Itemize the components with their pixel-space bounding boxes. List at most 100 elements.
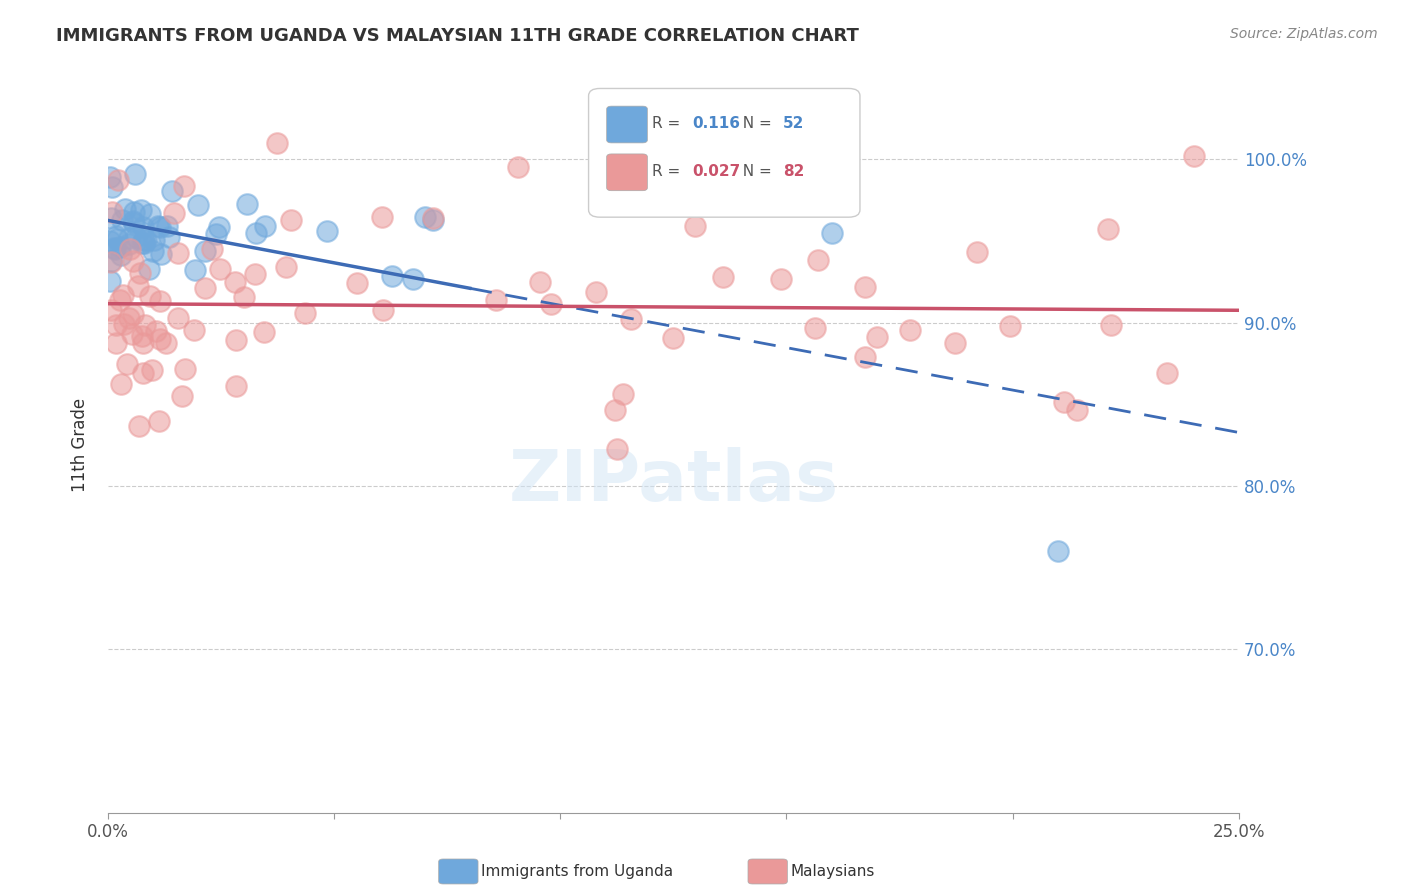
Point (225, 379, 247, 393)
Point (118, 311, 141, 326)
Point (122, 205, 145, 219)
Point (253, 325, 276, 339)
Point (98, 169, 121, 184)
Point (139, 207, 162, 221)
Point (508, 160, 530, 174)
Point (662, 331, 685, 345)
Point (150, 246, 173, 260)
Point (898, 323, 921, 337)
Text: R =: R = (652, 164, 685, 179)
Point (134, 235, 156, 250)
Point (132, 335, 155, 350)
Point (135, 233, 157, 247)
Point (683, 219, 706, 234)
Point (105, 232, 128, 246)
Point (149, 294, 172, 309)
Point (173, 179, 195, 194)
Text: R =: R = (652, 116, 685, 131)
Point (274, 260, 297, 274)
Point (346, 276, 368, 290)
Text: IMMIGRANTS FROM UGANDA VS MALAYSIAN 11TH GRADE CORRELATION CHART: IMMIGRANTS FROM UGANDA VS MALAYSIAN 11TH… (56, 27, 859, 45)
Point (205, 227, 228, 241)
Text: 0.116: 0.116 (693, 116, 741, 131)
Point (371, 303, 394, 318)
Point (401, 272, 423, 286)
Point (160, 184, 183, 198)
Point (187, 198, 209, 212)
Point (183, 323, 205, 337)
Point (194, 281, 217, 295)
Point (381, 269, 404, 284)
Point (117, 231, 139, 245)
Point (105, 318, 128, 332)
Point (236, 197, 259, 211)
Point (194, 244, 217, 259)
Point (121, 254, 143, 268)
Point (155, 335, 177, 350)
Point (603, 403, 626, 417)
Point (225, 333, 247, 347)
Point (1053, 394, 1076, 409)
Point (121, 307, 143, 321)
Point (128, 419, 150, 434)
Point (422, 211, 444, 225)
Point (208, 220, 231, 235)
Point (131, 236, 153, 251)
Point (110, 293, 132, 308)
Point (112, 317, 135, 331)
Point (114, 202, 136, 217)
Point (1099, 318, 1122, 333)
Point (280, 212, 302, 227)
Point (208, 262, 231, 277)
Point (118, 236, 141, 251)
Point (139, 289, 162, 303)
Point (134, 318, 156, 333)
Point (1066, 402, 1088, 417)
Point (943, 335, 966, 350)
Point (163, 206, 186, 220)
Point (174, 362, 197, 376)
Point (253, 219, 276, 233)
Point (315, 224, 337, 238)
Point (769, 271, 792, 285)
Point (540, 297, 562, 311)
Point (118, 242, 141, 256)
Point (585, 285, 607, 299)
Point (156, 219, 179, 233)
Point (485, 293, 508, 307)
Point (110, 240, 132, 254)
Point (122, 217, 145, 231)
Point (142, 244, 165, 259)
Point (807, 253, 830, 268)
Point (148, 414, 170, 428)
Point (243, 267, 266, 281)
Point (620, 312, 643, 326)
Point (855, 279, 877, 293)
Point (146, 219, 169, 234)
Point (132, 233, 155, 247)
Point (104, 336, 127, 351)
Point (100, 254, 122, 268)
Point (529, 275, 551, 289)
Point (266, 136, 288, 150)
Point (132, 367, 155, 381)
Point (100, 255, 122, 269)
Point (172, 389, 194, 403)
Point (1000, 319, 1022, 334)
Y-axis label: 11th Grade: 11th Grade (72, 398, 89, 492)
Point (143, 233, 166, 247)
Text: 82: 82 (783, 164, 804, 179)
Text: Immigrants from Uganda: Immigrants from Uganda (481, 864, 673, 879)
Point (149, 332, 172, 346)
Point (127, 279, 149, 293)
Point (103, 241, 125, 255)
Point (413, 210, 436, 224)
Point (101, 179, 124, 194)
Point (821, 226, 844, 240)
FancyBboxPatch shape (589, 88, 860, 217)
FancyBboxPatch shape (606, 106, 647, 143)
Point (107, 172, 129, 186)
Point (104, 228, 127, 243)
Point (141, 363, 163, 377)
Point (853, 350, 876, 364)
